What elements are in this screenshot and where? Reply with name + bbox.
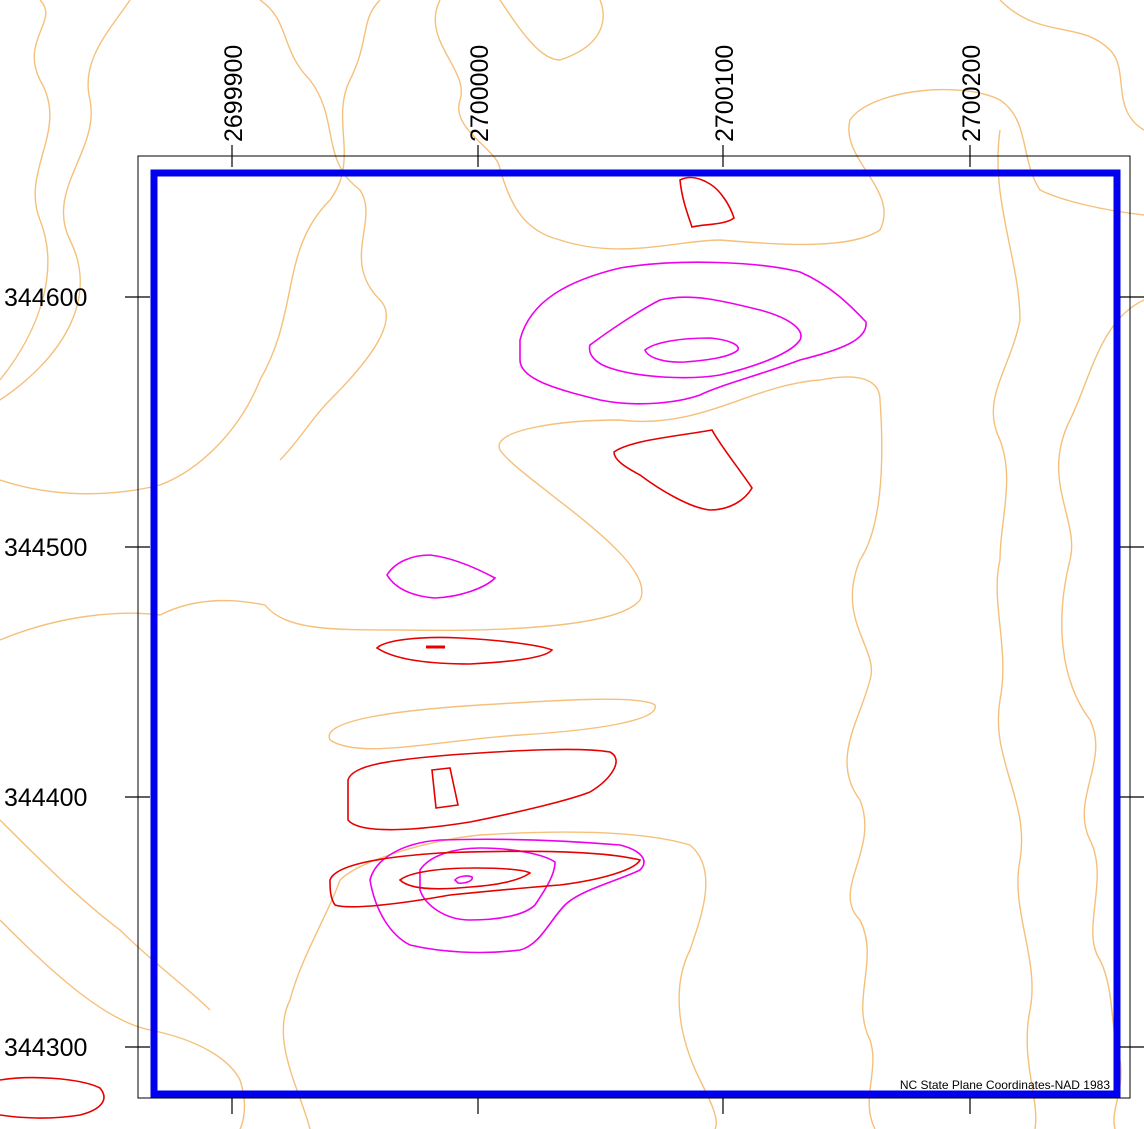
contour-orange-line [992, 129, 1037, 1129]
contour-magenta-line [419, 847, 556, 921]
x-tick-label: 2699900 [220, 45, 248, 142]
y-tick-label: 344600 [4, 284, 87, 312]
contour-orange-line [0, 376, 883, 1129]
contour-magenta-line [369, 838, 645, 954]
contour-red-line [679, 176, 735, 228]
contour-magenta-line [453, 875, 474, 884]
contour-orange-line [434, 0, 1144, 250]
study-area-boundary [150, 169, 1121, 1098]
y-axis [125, 296, 1144, 1048]
y-tick-label: 344500 [4, 534, 87, 562]
contour-magenta-line [644, 337, 739, 363]
contour-red-line [375, 636, 554, 665]
contour-orange-line [0, 819, 211, 1011]
contour-red-line [398, 867, 532, 890]
contour-red-line [0, 1076, 105, 1119]
contour-magenta-line [588, 296, 802, 379]
contour-red-line [613, 429, 753, 511]
contours-red [0, 176, 753, 1119]
contour-red-line [347, 748, 617, 831]
contour-orange-line [0, 0, 381, 495]
y-tick-label: 344300 [4, 1034, 87, 1062]
x-tick-label: 2700000 [466, 45, 494, 142]
contour-orange-line [499, 0, 604, 61]
y-tick-labels: 344600 344500 344400 344300 [4, 284, 87, 1062]
x-tick-labels: 2699900 2700000 2700100 2700200 [220, 45, 986, 142]
coordinate-system-note: NC State Plane Coordinates-NAD 1983 [900, 1078, 1110, 1092]
contour-orange-line [0, 0, 131, 401]
contour-orange-line [259, 0, 387, 461]
contour-orange-line [328, 698, 656, 750]
contour-orange-line [1057, 299, 1144, 1129]
contour-red-line [431, 767, 459, 809]
x-axis [231, 145, 971, 1114]
x-tick-label: 2700100 [711, 45, 739, 142]
contour-red-line [329, 850, 642, 908]
contour-magenta-line [386, 554, 497, 599]
contour-magenta-line [519, 261, 867, 405]
contour-orange-line [999, 0, 1144, 131]
x-tick-label: 2700200 [958, 45, 986, 142]
contour-orange-line [0, 919, 246, 1129]
contour-orange-line [282, 831, 717, 1129]
y-tick-label: 344400 [4, 784, 87, 812]
contour-orange-line [0, 0, 51, 381]
map-frame [137, 155, 1131, 1099]
contours-magenta [369, 261, 867, 954]
